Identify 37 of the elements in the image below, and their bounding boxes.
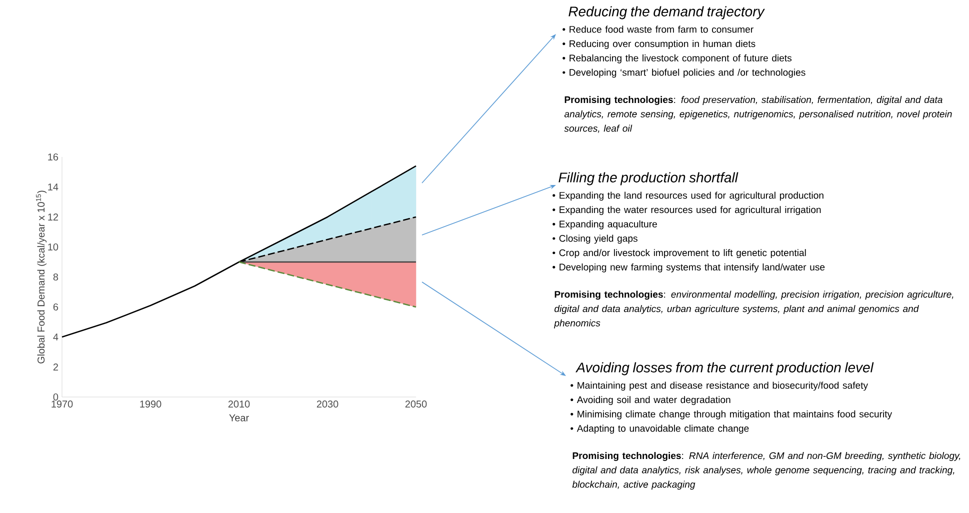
y-tick-label: 0 xyxy=(53,393,58,401)
x-tick-label: 2030 xyxy=(316,400,338,408)
text: Promising technologies: RNA interference, GM and non-GM breeding, synthetic biology, digital and data analytics, risk analyses, whole genome sequencing, tracing and tracking, blockchain, active packaging xyxy=(572,452,960,490)
x-tick-label: 1990 xyxy=(140,400,162,408)
text: • Avoiding soil and water degradation xyxy=(570,396,730,405)
text: • Closing yield gaps xyxy=(552,234,638,244)
text: Promising technologies: environmental modelling, precision irrigation, precision agriculture, digital and data analytics, urban agriculture systems, plant and animal genomics and phenomics xyxy=(554,290,954,328)
y-tick-label: 6 xyxy=(53,303,58,311)
text: • Adapting to unavoidable climate change xyxy=(570,424,749,434)
text: • Crop and/or livestock improvement to lift genetic potential xyxy=(552,249,806,258)
text: • Maintaining pest and disease resistance and biosecurity/food safety xyxy=(570,382,868,391)
y-tick-label: 2 xyxy=(53,364,58,370)
text: • Developing new farming systems that intensify land/water use xyxy=(552,263,825,272)
text: • Expanding the land resources used for agricultural production xyxy=(552,192,824,201)
x-axis-title: Year xyxy=(229,414,249,422)
text: Reducing the demand trajectory xyxy=(568,6,765,20)
text: Avoiding losses from the current production level xyxy=(576,362,874,376)
text: Promising technologies: food preservation, stabilisation, fermentation, digital and data analytics, remote sensing, epigenetics, nutrigenomics, personalised nutrition, novel protein sources, leaf oil xyxy=(564,96,952,133)
text: • Reducing over consumption in human diets xyxy=(562,40,756,49)
y-tick-label: 8 xyxy=(53,273,58,281)
line-series xyxy=(61,165,417,338)
text: • Reduce food waste from farm to consumer xyxy=(562,26,754,33)
x-tick-label: 2050 xyxy=(405,400,427,408)
text: • Developing ‘smart’ biofuel policies and /or technologies xyxy=(562,68,806,78)
text: • Rebalancing the livestock component of future diets xyxy=(562,54,792,64)
y-tick-label: 10 xyxy=(48,243,58,251)
text: • Minimising climate change through mitigation that maintains food security xyxy=(570,410,892,420)
y-tick-label: 16 xyxy=(48,153,58,161)
y-tick-label: 4 xyxy=(53,334,58,340)
x-tick-label: 2010 xyxy=(228,400,250,408)
y-tick-label: 12 xyxy=(48,214,58,220)
y-tick-label: 14 xyxy=(48,184,58,190)
text: • Expanding aquaculture xyxy=(552,220,657,230)
text: Filling the production shortfall xyxy=(558,172,738,186)
text: • Expanding the water resources used for agricultural irrigation xyxy=(552,206,821,215)
x-tick-label: 1970 xyxy=(52,400,73,408)
y-axis-title: Global Food Demand (kcal/year x 10$^{15}$) xyxy=(36,190,47,364)
